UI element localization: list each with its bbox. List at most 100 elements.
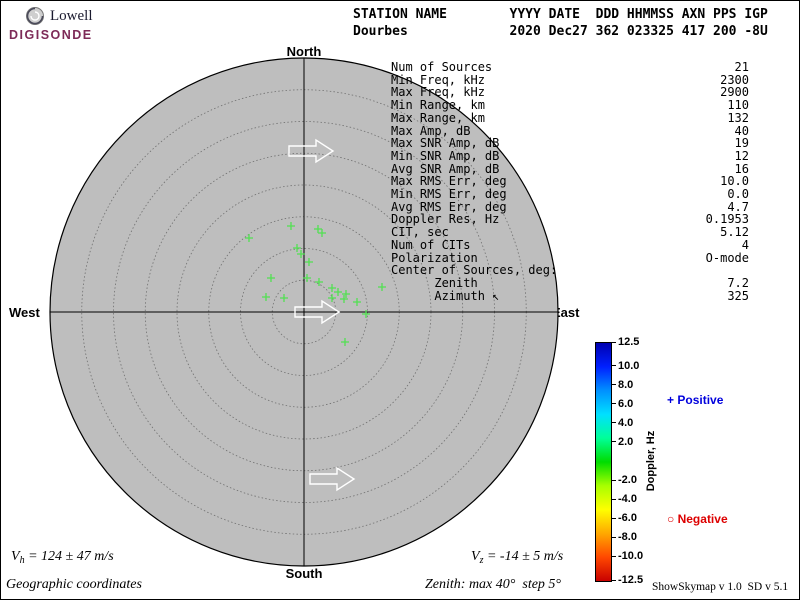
colorbar-tick-label: 10.0 bbox=[618, 359, 640, 372]
colorbar-tick bbox=[612, 498, 616, 500]
stat-row: Avg RMS Err, deg 4.7 bbox=[391, 201, 749, 214]
stat-value: O-mode bbox=[705, 250, 749, 265]
circle-marker-icon: ○ bbox=[667, 512, 675, 526]
legend-negative: ○ Negative bbox=[667, 512, 728, 526]
header-column-titles: STATION NAME YYYY DATE DDD HHMMSS AXN PP… bbox=[353, 7, 768, 22]
stat-label: Min Range, km bbox=[391, 98, 485, 113]
stat-row: CIT, sec 5.12 bbox=[391, 226, 749, 239]
stat-value: 2900 bbox=[720, 85, 749, 100]
stat-row: Max SNR Amp, dB 19 bbox=[391, 137, 749, 150]
colorbar-title: Doppler, Hz bbox=[645, 430, 657, 492]
stat-row: Min Freq, kHz 2300 bbox=[391, 73, 749, 87]
header-station-values: Dourbes 2020 Dec27 362 023325 417 200 -8… bbox=[353, 24, 768, 39]
source-point bbox=[318, 229, 326, 237]
stat-value: 325 bbox=[727, 288, 749, 303]
lowell-digisonde-logo: Lowell DIGISONDE bbox=[9, 6, 119, 42]
colorbar-gradient bbox=[595, 342, 612, 582]
stat-row: Doppler Res, Hz 0.1953 bbox=[391, 213, 749, 226]
source-point bbox=[353, 298, 361, 306]
stat-value: 132 bbox=[727, 110, 749, 125]
source-point bbox=[340, 295, 348, 303]
coordinates-note: Geographic coordinates bbox=[6, 577, 142, 592]
vertical-velocity-readout: Vz = -14 ± 5 m/s bbox=[471, 549, 564, 566]
stat-label: Azimuth ↖ bbox=[391, 288, 500, 303]
stat-label: Polarization bbox=[391, 250, 478, 265]
source-point bbox=[245, 234, 253, 242]
drift-arrow-icon bbox=[309, 466, 356, 492]
program-version: ShowSkymap v 1.0 SD v 5.1 bbox=[652, 581, 789, 593]
stat-row: Polarization O-mode bbox=[391, 250, 749, 265]
colorbar-tick-label: 2.0 bbox=[618, 435, 634, 448]
colorbar-tick bbox=[612, 579, 616, 581]
drift-arrow-icon bbox=[294, 299, 341, 325]
compass-label-south: South bbox=[285, 566, 323, 581]
colorbar-tick-label: -2.0 bbox=[618, 474, 637, 487]
stat-row: Min RMS Err, deg 0.0 bbox=[391, 188, 749, 201]
source-point bbox=[287, 222, 295, 230]
stat-value: 0.0 bbox=[727, 187, 749, 202]
stat-label: Center of Sources, deg: bbox=[391, 263, 558, 278]
stat-value: 7.2 bbox=[727, 275, 749, 290]
zenith-scale-note: Zenith: max 40° step 5° bbox=[425, 577, 562, 592]
colorbar-tick-label: 8.0 bbox=[618, 378, 634, 391]
source-point bbox=[334, 288, 342, 296]
colorbar-tick-label: -8.0 bbox=[618, 531, 637, 544]
stat-value: 21 bbox=[734, 60, 749, 74]
stat-value: 40 bbox=[734, 123, 749, 138]
source-point bbox=[315, 278, 323, 286]
source-point bbox=[303, 274, 311, 282]
stat-label: Min SNR Amp, dB bbox=[391, 148, 500, 163]
colorbar-tick bbox=[612, 555, 616, 557]
source-point bbox=[314, 225, 322, 233]
stat-label: Avg SNR Amp, dB bbox=[391, 161, 500, 176]
stat-label: Max RMS Err, deg bbox=[391, 174, 507, 189]
stat-row: Num of Sources 21 bbox=[391, 61, 749, 74]
colorbar-tick bbox=[612, 517, 616, 519]
logo-name: Lowell bbox=[50, 7, 93, 24]
stat-label: Doppler Res, Hz bbox=[391, 212, 500, 227]
stat-label: Min RMS Err, deg bbox=[391, 187, 507, 202]
source-point bbox=[328, 284, 336, 292]
source-point bbox=[342, 290, 350, 298]
stat-label: Avg RMS Err, deg bbox=[391, 199, 507, 214]
source-point bbox=[280, 294, 288, 302]
colorbar-tick bbox=[612, 536, 616, 538]
horizontal-velocity-readout: Vh = 124 ± 47 m/s bbox=[11, 549, 114, 566]
colorbar-tick-label: -12.5 bbox=[618, 574, 644, 586]
colorbar-tick bbox=[612, 384, 616, 386]
swirl-logo-icon bbox=[26, 7, 44, 25]
stat-row: Avg SNR Amp, dB 16 bbox=[391, 161, 749, 176]
colorbar-tick bbox=[612, 422, 616, 424]
doppler-colorbar: 12.5 10.0 8.0 6.0 4.0 2.0 -2.0 -4.0 -6.0 -8.0 -10.… bbox=[595, 336, 725, 592]
stat-label: Zenith bbox=[391, 275, 478, 290]
colorbar-tick bbox=[612, 479, 616, 481]
stat-row: Max Range, km 132 bbox=[391, 112, 749, 125]
stat-label: Num of CITs bbox=[391, 237, 471, 252]
source-point bbox=[297, 250, 305, 258]
source-point bbox=[378, 283, 386, 291]
stat-label: Num of Sources bbox=[391, 60, 493, 74]
colorbar-tick-label: -4.0 bbox=[618, 493, 637, 506]
stat-value: 4.7 bbox=[727, 199, 749, 214]
stat-row: Num of CITs 4 bbox=[391, 239, 749, 252]
stat-label: Max Freq, kHz bbox=[391, 85, 485, 100]
legend-positive: + Positive bbox=[667, 393, 723, 407]
stat-row: Max Amp, dB 40 bbox=[391, 123, 749, 138]
compass-label-east: East bbox=[552, 305, 580, 320]
stat-value: 16 bbox=[734, 161, 749, 176]
colorbar-tick-label: 4.0 bbox=[618, 416, 634, 429]
compass-label-west: West bbox=[9, 305, 40, 320]
source-point bbox=[341, 338, 349, 346]
stat-row: Max RMS Err, deg 10.0 bbox=[391, 175, 749, 188]
source-point bbox=[362, 310, 370, 318]
source-point bbox=[262, 293, 270, 301]
stat-row: Max Freq, kHz 2900 bbox=[391, 86, 749, 99]
legend-positive-label: Positive bbox=[677, 393, 724, 407]
drift-arrows-layer bbox=[288, 138, 356, 492]
legend-negative-label: Negative bbox=[677, 512, 728, 526]
colorbar-tick bbox=[612, 441, 616, 443]
source-point bbox=[267, 274, 275, 282]
colorbar-tick bbox=[612, 365, 616, 367]
colorbar-tick-label: -10.0 bbox=[618, 550, 644, 563]
